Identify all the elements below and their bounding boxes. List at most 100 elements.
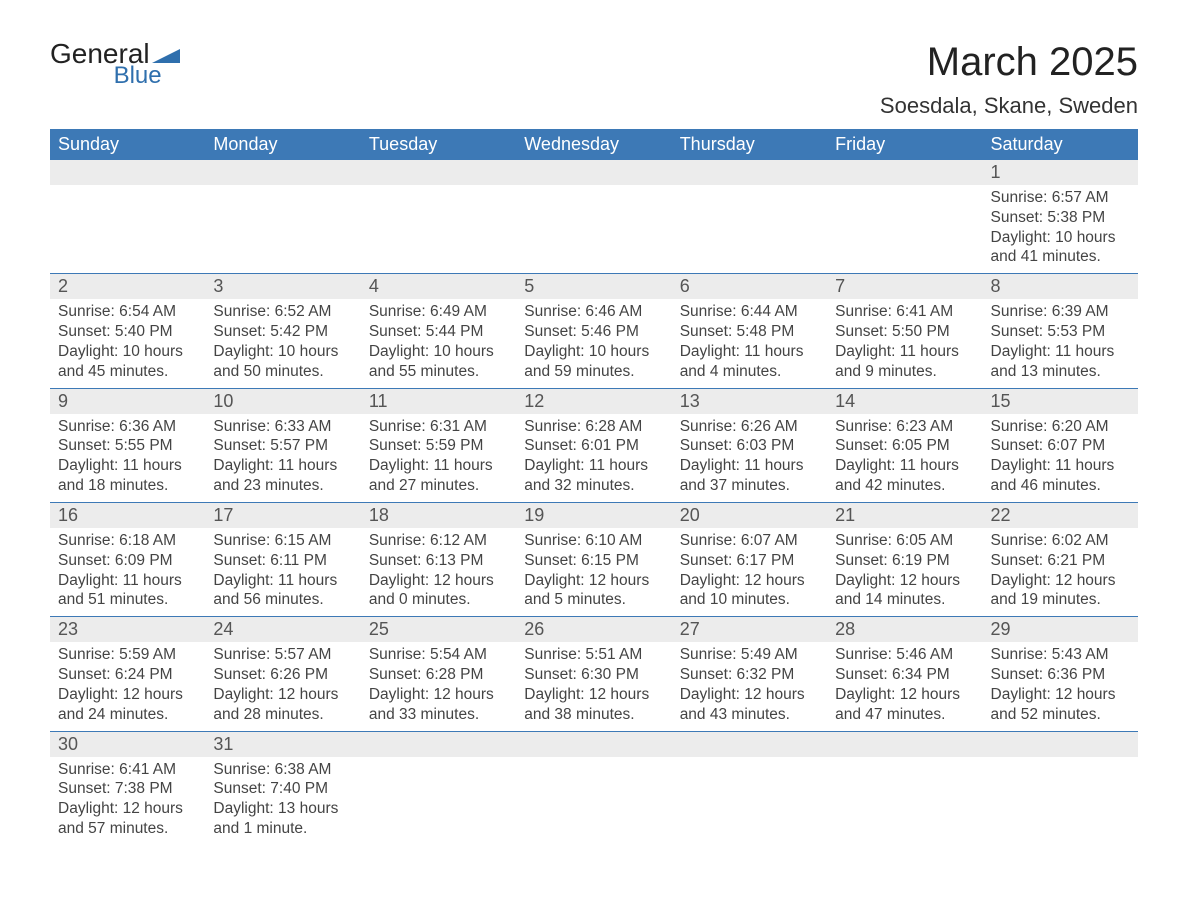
sunset-text: Sunset: 5:40 PM — [58, 322, 197, 342]
day-detail-cell: Sunrise: 6:10 AMSunset: 6:15 PMDaylight:… — [516, 528, 671, 617]
sunrise-text: Sunrise: 6:38 AM — [213, 760, 352, 780]
day-detail-cell — [516, 757, 671, 845]
sunset-text: Sunset: 6:30 PM — [524, 665, 663, 685]
daylight-text-2: and 55 minutes. — [369, 362, 508, 382]
day-number-cell: 12 — [516, 388, 671, 414]
daylight-text-1: Daylight: 11 hours — [58, 456, 197, 476]
day-number-cell: 30 — [50, 731, 205, 757]
day-detail-cell: Sunrise: 6:23 AMSunset: 6:05 PMDaylight:… — [827, 414, 982, 503]
sunset-text: Sunset: 6:13 PM — [369, 551, 508, 571]
daylight-text-2: and 52 minutes. — [991, 705, 1130, 725]
day-detail-cell: Sunrise: 6:39 AMSunset: 5:53 PMDaylight:… — [983, 299, 1138, 388]
daylight-text-2: and 1 minute. — [213, 819, 352, 839]
day-detail-cell: Sunrise: 6:41 AMSunset: 5:50 PMDaylight:… — [827, 299, 982, 388]
sunset-text: Sunset: 6:03 PM — [680, 436, 819, 456]
day-number-cell — [361, 160, 516, 185]
day-detail-cell — [672, 185, 827, 274]
weekday-header: Monday — [205, 129, 360, 160]
day-detail-cell — [50, 185, 205, 274]
day-number-cell — [516, 731, 671, 757]
daylight-text-2: and 50 minutes. — [213, 362, 352, 382]
day-number-cell: 27 — [672, 617, 827, 643]
daylight-text-1: Daylight: 12 hours — [524, 571, 663, 591]
sunrise-text: Sunrise: 6:36 AM — [58, 417, 197, 437]
daylight-text-1: Daylight: 11 hours — [524, 456, 663, 476]
day-detail-cell: Sunrise: 6:12 AMSunset: 6:13 PMDaylight:… — [361, 528, 516, 617]
sunrise-text: Sunrise: 5:43 AM — [991, 645, 1130, 665]
daylight-text-1: Daylight: 12 hours — [58, 799, 197, 819]
sunset-text: Sunset: 6:32 PM — [680, 665, 819, 685]
daylight-text-2: and 59 minutes. — [524, 362, 663, 382]
day-detail-row: Sunrise: 5:59 AMSunset: 6:24 PMDaylight:… — [50, 642, 1138, 731]
day-number-cell — [672, 160, 827, 185]
day-detail-row: Sunrise: 6:41 AMSunset: 7:38 PMDaylight:… — [50, 757, 1138, 845]
day-detail-cell: Sunrise: 6:57 AMSunset: 5:38 PMDaylight:… — [983, 185, 1138, 274]
sunrise-text: Sunrise: 5:59 AM — [58, 645, 197, 665]
sunrise-text: Sunrise: 6:41 AM — [58, 760, 197, 780]
day-number-row: 1 — [50, 160, 1138, 185]
day-detail-cell: Sunrise: 6:18 AMSunset: 6:09 PMDaylight:… — [50, 528, 205, 617]
daylight-text-2: and 56 minutes. — [213, 590, 352, 610]
daylight-text-2: and 0 minutes. — [369, 590, 508, 610]
sunrise-text: Sunrise: 6:07 AM — [680, 531, 819, 551]
day-detail-cell: Sunrise: 6:46 AMSunset: 5:46 PMDaylight:… — [516, 299, 671, 388]
sunset-text: Sunset: 6:28 PM — [369, 665, 508, 685]
day-detail-cell: Sunrise: 6:15 AMSunset: 6:11 PMDaylight:… — [205, 528, 360, 617]
day-detail-cell: Sunrise: 6:02 AMSunset: 6:21 PMDaylight:… — [983, 528, 1138, 617]
sunset-text: Sunset: 6:36 PM — [991, 665, 1130, 685]
day-number-cell: 31 — [205, 731, 360, 757]
day-number-cell — [827, 731, 982, 757]
sunset-text: Sunset: 5:57 PM — [213, 436, 352, 456]
sunset-text: Sunset: 6:01 PM — [524, 436, 663, 456]
sunrise-text: Sunrise: 6:20 AM — [991, 417, 1130, 437]
sunset-text: Sunset: 6:17 PM — [680, 551, 819, 571]
day-number-row: 23242526272829 — [50, 617, 1138, 643]
day-number-cell — [983, 731, 1138, 757]
day-detail-cell — [827, 757, 982, 845]
daylight-text-1: Daylight: 10 hours — [524, 342, 663, 362]
daylight-text-1: Daylight: 12 hours — [991, 571, 1130, 591]
title-block: March 2025 Soesdala, Skane, Sweden — [880, 40, 1138, 119]
sunset-text: Sunset: 5:42 PM — [213, 322, 352, 342]
day-detail-cell — [361, 757, 516, 845]
weekday-header: Tuesday — [361, 129, 516, 160]
day-number-cell: 24 — [205, 617, 360, 643]
day-number-cell: 22 — [983, 502, 1138, 528]
daylight-text-2: and 14 minutes. — [835, 590, 974, 610]
day-number-cell: 2 — [50, 274, 205, 300]
weekday-header: Sunday — [50, 129, 205, 160]
sunset-text: Sunset: 5:48 PM — [680, 322, 819, 342]
sunrise-text: Sunrise: 6:49 AM — [369, 302, 508, 322]
day-number-row: 9101112131415 — [50, 388, 1138, 414]
daylight-text-1: Daylight: 10 hours — [369, 342, 508, 362]
sunrise-text: Sunrise: 6:44 AM — [680, 302, 819, 322]
daylight-text-1: Daylight: 10 hours — [991, 228, 1130, 248]
day-detail-cell: Sunrise: 5:54 AMSunset: 6:28 PMDaylight:… — [361, 642, 516, 731]
day-detail-cell: Sunrise: 6:44 AMSunset: 5:48 PMDaylight:… — [672, 299, 827, 388]
sunrise-text: Sunrise: 5:57 AM — [213, 645, 352, 665]
sunrise-text: Sunrise: 6:39 AM — [991, 302, 1130, 322]
sunrise-text: Sunrise: 6:02 AM — [991, 531, 1130, 551]
day-number-cell: 4 — [361, 274, 516, 300]
weekday-header: Thursday — [672, 129, 827, 160]
day-detail-cell — [827, 185, 982, 274]
sunset-text: Sunset: 5:53 PM — [991, 322, 1130, 342]
daylight-text-2: and 28 minutes. — [213, 705, 352, 725]
day-detail-cell: Sunrise: 6:26 AMSunset: 6:03 PMDaylight:… — [672, 414, 827, 503]
daylight-text-2: and 5 minutes. — [524, 590, 663, 610]
daylight-text-2: and 4 minutes. — [680, 362, 819, 382]
day-detail-row: Sunrise: 6:36 AMSunset: 5:55 PMDaylight:… — [50, 414, 1138, 503]
sunrise-text: Sunrise: 5:49 AM — [680, 645, 819, 665]
day-number-cell: 10 — [205, 388, 360, 414]
sunset-text: Sunset: 6:26 PM — [213, 665, 352, 685]
sunrise-text: Sunrise: 6:12 AM — [369, 531, 508, 551]
daylight-text-1: Daylight: 12 hours — [680, 685, 819, 705]
day-number-cell: 8 — [983, 274, 1138, 300]
sunset-text: Sunset: 5:46 PM — [524, 322, 663, 342]
daylight-text-1: Daylight: 11 hours — [58, 571, 197, 591]
daylight-text-1: Daylight: 12 hours — [835, 571, 974, 591]
day-number-row: 16171819202122 — [50, 502, 1138, 528]
daylight-text-2: and 24 minutes. — [58, 705, 197, 725]
day-detail-cell: Sunrise: 5:59 AMSunset: 6:24 PMDaylight:… — [50, 642, 205, 731]
daylight-text-1: Daylight: 12 hours — [680, 571, 819, 591]
